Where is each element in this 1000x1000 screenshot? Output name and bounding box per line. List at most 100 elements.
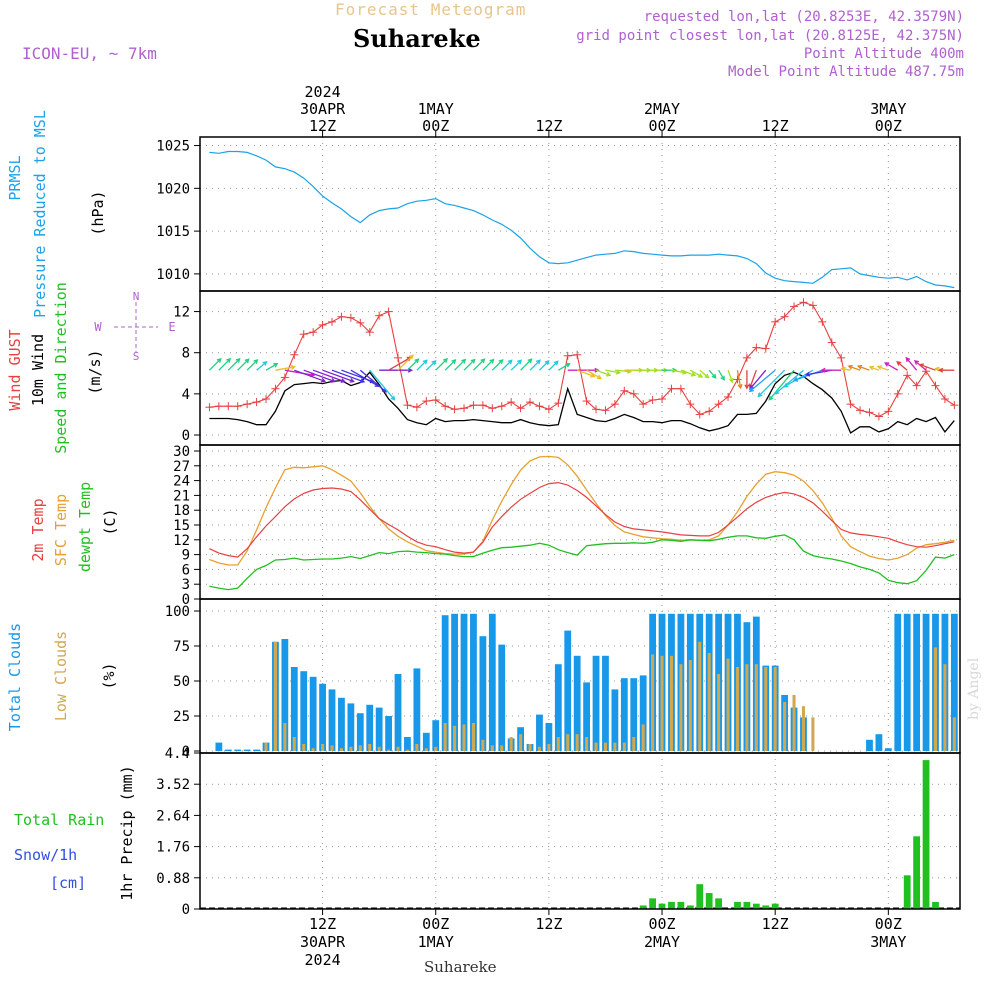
total-cloud-bar: [913, 613, 921, 751]
wind-direction-arrow: [736, 370, 743, 390]
gust-point: [488, 404, 497, 413]
y-tick-label: 0: [182, 428, 190, 444]
low-cloud-bar: [585, 737, 589, 751]
gust-point: [262, 395, 271, 403]
wind-direction-arrow: [416, 359, 428, 371]
gust-point: [714, 400, 723, 409]
y-tick-label: 3.52: [156, 777, 190, 793]
low-cloud-bar: [349, 746, 353, 751]
precip-axis-label: 1hr Precip (mm): [118, 765, 136, 900]
low-cloud-bar: [556, 737, 560, 751]
time-label-top: 30APR: [300, 100, 346, 118]
y-tick-label: 1015: [156, 224, 190, 240]
gust-point: [686, 400, 695, 409]
gust-point: [733, 375, 742, 384]
low-cloud-bar: [443, 723, 447, 751]
total-cloud-bar: [375, 707, 383, 751]
rain-bar: [771, 903, 779, 909]
rain-bar: [752, 903, 760, 909]
time-label-top: 12Z: [762, 117, 789, 135]
time-label-top: 00Z: [422, 117, 449, 135]
low-cloud-bar: [387, 749, 391, 751]
low-cloud-bar: [792, 695, 796, 751]
wind-direction-arrow: [557, 363, 571, 371]
wind-direction-arrow: [472, 358, 486, 371]
gust-point: [554, 399, 563, 408]
low-cloud-bar: [745, 664, 749, 751]
credit-watermark: by Angel: [966, 657, 982, 720]
wind-direction-arrow: [397, 354, 414, 371]
time-label-bottom: 00Z: [875, 915, 902, 933]
gust-point: [610, 400, 619, 409]
wind-direction-arrow: [256, 360, 268, 371]
gust-point: [526, 398, 535, 407]
wind-direction-arrow: [548, 360, 559, 371]
rain-bar: [734, 901, 741, 909]
gust-point: [205, 403, 214, 412]
total-cloud-bar: [300, 671, 308, 751]
low-cloud-bar: [679, 664, 683, 751]
wind-direction-arrow: [567, 367, 600, 373]
wind-unit: (m/s): [86, 349, 104, 394]
wind-direction-arrow: [680, 369, 697, 377]
compass-legend: [114, 302, 158, 352]
low-cloud-bar: [811, 717, 815, 751]
gust-point: [375, 311, 384, 320]
low-cloud-bar: [933, 647, 938, 751]
gust-point: [280, 373, 289, 382]
y-tick-label: 27: [173, 459, 190, 475]
cloud-grid: [194, 599, 960, 753]
y-tick-label: 50: [173, 674, 190, 690]
total-cloud-bar: [347, 703, 355, 751]
wind-direction-arrow: [586, 369, 603, 380]
rain-bar: [668, 901, 675, 909]
wind-direction-arrow: [576, 369, 596, 378]
wind-direction-arrow: [840, 366, 851, 372]
wind-direction-arrow: [884, 362, 899, 371]
time-label-top: 12Z: [309, 117, 336, 135]
wind-gust-line: [209, 301, 955, 418]
wind-direction-arrow: [595, 369, 612, 377]
low-cloud-bar: [660, 655, 664, 751]
low-cloud-bar: [509, 737, 513, 751]
time-label-bottom: 00Z: [648, 915, 675, 933]
y-tick-label: 0: [182, 902, 190, 918]
total-cloud-bar: [573, 655, 581, 751]
gust-point: [931, 381, 940, 390]
compass-w: W: [94, 320, 102, 334]
total-cloud-bar: [611, 689, 619, 751]
y-tick-label: 1020: [156, 181, 190, 197]
wind-direction-arrow: [847, 364, 861, 371]
low-cloud-bar: [368, 744, 372, 751]
low-cloud-bar: [698, 641, 702, 751]
rain-bar: [715, 898, 723, 909]
gust-point: [309, 328, 318, 337]
gust-point: [865, 408, 874, 417]
total-cloud-bar: [309, 676, 317, 751]
low-cloud-bar: [613, 742, 617, 751]
total-cloud-label: Total Clouds: [6, 623, 24, 731]
low-cloud-bar: [754, 664, 758, 751]
time-label-top: 00Z: [875, 117, 902, 135]
time-label-bottom: 2024: [305, 951, 341, 969]
low-cloud-bar: [726, 658, 730, 751]
time-label-bottom: 2MAY: [644, 933, 680, 951]
total-cloud-bar: [234, 749, 242, 751]
y-tick-label: 30: [173, 444, 190, 460]
total-cloud-bar: [290, 667, 298, 751]
gust-point: [365, 328, 374, 337]
y-tick-label: 1025: [156, 139, 190, 155]
gust-point: [412, 403, 421, 412]
gust-point: [356, 318, 365, 327]
total-cloud-bar: [243, 749, 251, 751]
gust-point: [507, 398, 516, 407]
gust-point: [799, 298, 808, 307]
y-tick-label: 15: [173, 518, 190, 534]
gust-point: [403, 401, 412, 410]
wind-direction-arrow: [227, 357, 241, 371]
gust-point: [808, 301, 817, 310]
wind-direction-arrow: [749, 369, 767, 391]
y-tick-label: 12: [173, 305, 190, 321]
pressure-unit: (hPa): [89, 190, 107, 235]
wind-direction-arrow: [322, 369, 355, 383]
